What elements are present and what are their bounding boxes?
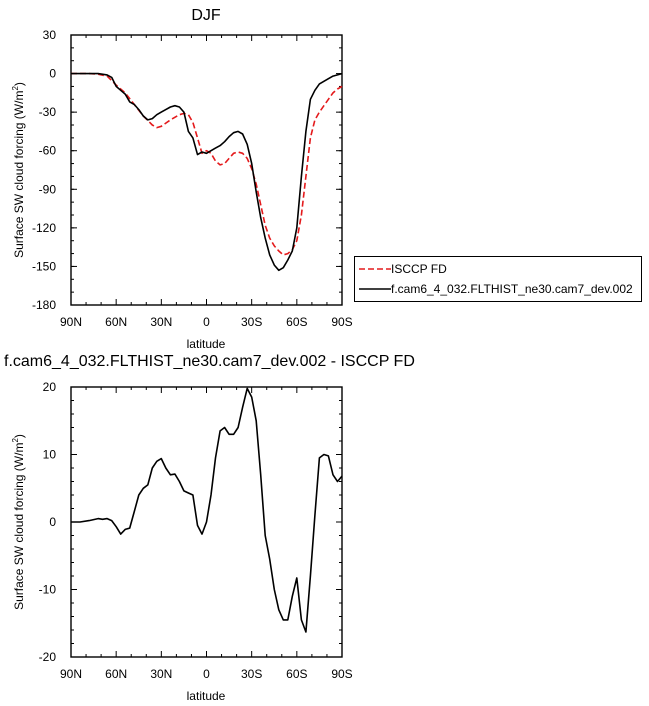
chart1-xtick-label: 90S: [331, 315, 352, 329]
chart2-ytick-label: 20: [43, 380, 57, 394]
chart2-xtick-label: 30N: [150, 667, 172, 681]
chart2-xtick-label: 0: [203, 667, 210, 681]
chart1-series-0: [71, 72, 343, 256]
chart1-legend: ISCCP FD f.cam6_4_032.FLTHIST_ne30.cam7_…: [354, 256, 642, 302]
chart1-ytick-label: 30: [43, 28, 57, 42]
legend-label-isccp: ISCCP FD: [391, 262, 447, 276]
chart1-ytick-label: -30: [39, 105, 57, 119]
chart1-xtick-label: 0: [203, 315, 210, 329]
chart1-xlabel: latitude: [187, 337, 226, 351]
chart2-xlabel: latitude: [187, 689, 226, 703]
chart1-xtick-label: 60S: [286, 315, 307, 329]
chart2-series-0: [71, 387, 343, 633]
chart2-ylabel: Surface SW cloud forcing (W/m2): [11, 434, 26, 610]
chart1-series-1: [71, 72, 343, 272]
chart1-xtick-label: 60N: [105, 315, 127, 329]
chart2-xtick-label: 60N: [105, 667, 127, 681]
chart2-ytick-label: -20: [39, 650, 57, 664]
chart2-title: f.cam6_4_032.FLTHIST_ne30.cam7_dev.002 -…: [4, 353, 415, 370]
chart2-ytick-label: -10: [39, 583, 57, 597]
chart1-ytick-label: -150: [32, 259, 56, 273]
chart1-ytick-label: -60: [39, 144, 57, 158]
chart1-xtick-label: 90N: [60, 315, 82, 329]
chart1-ytick-label: -180: [32, 298, 56, 312]
chart1-title: DJF: [191, 7, 221, 24]
chart1-xtick-label: 30N: [150, 315, 172, 329]
chart1-ylabel: Surface SW cloud forcing (W/m2): [11, 82, 26, 258]
chart1-ytick-label: -90: [39, 182, 57, 196]
chart2-xtick-label: 60S: [286, 667, 307, 681]
chart1-xtick-label: 30S: [241, 315, 262, 329]
chart2-ytick-label: 10: [43, 448, 57, 462]
legend-label-model: f.cam6_4_032.FLTHIST_ne30.cam7_dev.002: [391, 282, 633, 296]
chart2-xtick-label: 90S: [331, 667, 352, 681]
chart1-ytick-label: 0: [49, 67, 56, 81]
chart1-ytick-label: -120: [32, 221, 56, 235]
chart2-xtick-label: 90N: [60, 667, 82, 681]
chart2-xtick-label: 30S: [241, 667, 262, 681]
chart2-ytick-label: 0: [49, 515, 56, 529]
